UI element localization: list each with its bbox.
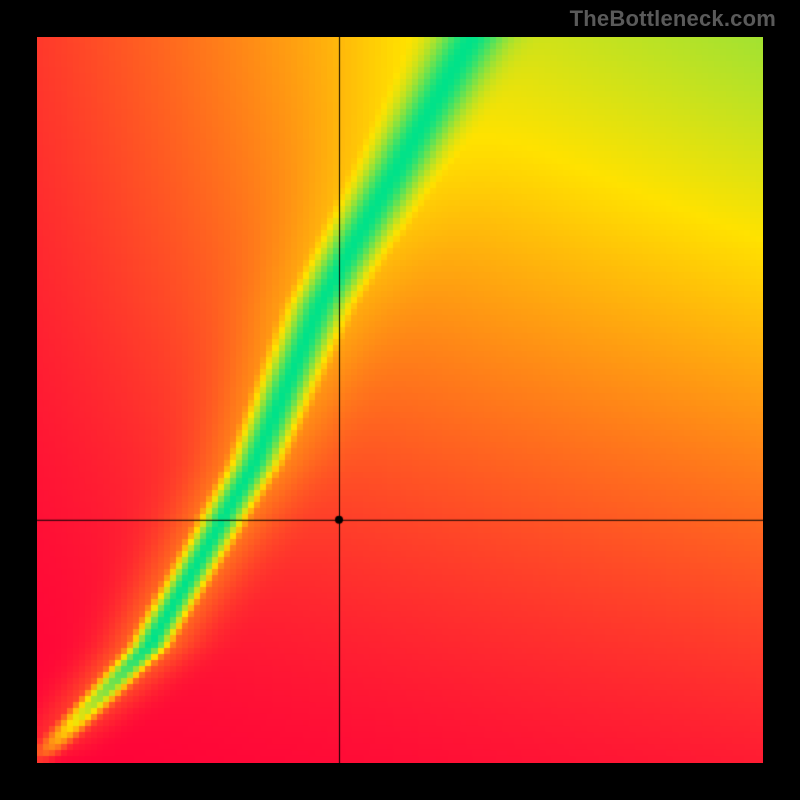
heatmap-plot bbox=[37, 37, 763, 763]
watermark-text: TheBottleneck.com bbox=[570, 6, 776, 32]
heatmap-canvas bbox=[37, 37, 763, 763]
